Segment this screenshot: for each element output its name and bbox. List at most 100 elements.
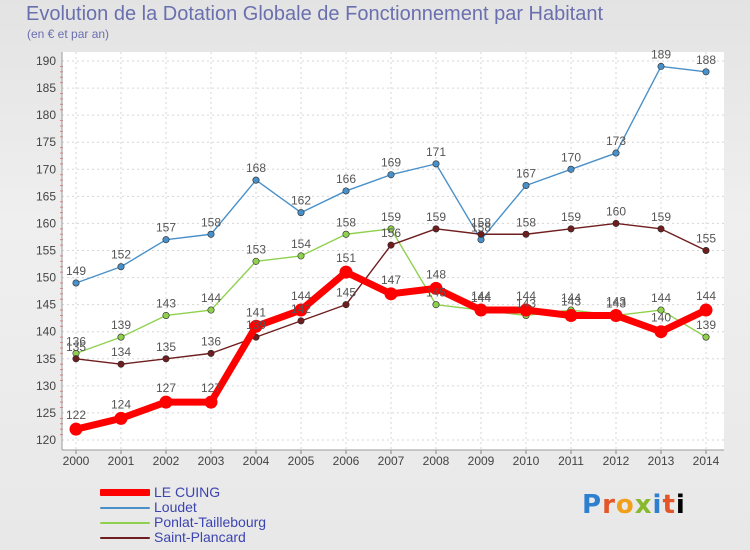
data-labels: 149 152 157 158 168 162 166 169 171 158 167 170 173 1… [66,47,716,422]
x-tick-label-2011: 2011 [558,454,584,468]
data-point-loudet [387,171,395,179]
data-label-loudet: 162 [291,194,311,208]
data-point-ponlat-taillebourg [297,252,305,260]
data-label-loudet: 158 [201,215,221,229]
data-point-le-cuing [609,308,623,322]
data-label-saint-plancard: 136 [201,334,221,348]
data-point-loudet [612,149,620,157]
data-label-le-cuing: 140 [651,311,671,325]
data-label-saint-plancard: 159 [561,210,581,224]
grid-lines [62,52,724,450]
y-tick-label-180: 180 [36,108,56,122]
data-point-le-cuing [294,303,308,317]
data-point-saint-plancard [702,247,710,255]
data-label-saint-plancard: 158 [471,215,491,229]
y-tick-label-130: 130 [36,379,56,393]
data-point-saint-plancard [162,355,170,363]
logo-letter: i [675,490,686,520]
data-point-le-cuing [519,303,533,317]
data-label-loudet: 166 [336,172,356,186]
data-point-loudet [72,279,80,287]
series-lines [69,62,713,436]
data-label-le-cuing: 143 [561,294,581,308]
data-label-ponlat-taillebourg: 158 [336,215,356,229]
data-point-saint-plancard [657,225,665,233]
data-point-ponlat-taillebourg [207,306,215,314]
data-label-le-cuing: 127 [201,381,221,395]
data-label-le-cuing: 144 [471,289,491,303]
data-label-saint-plancard: 158 [516,215,536,229]
y-tick-label-120: 120 [36,433,56,447]
data-point-le-cuing [429,281,443,295]
data-label-le-cuing: 141 [246,305,266,319]
data-label-le-cuing: 148 [426,267,446,281]
x-tick-label-2000: 2000 [63,454,90,468]
data-point-le-cuing [204,395,218,409]
data-point-saint-plancard [207,349,215,357]
data-point-loudet [567,165,575,173]
data-label-loudet: 149 [66,264,86,278]
data-point-loudet [432,160,440,168]
data-label-saint-plancard: 142 [291,302,311,316]
legend-swatch-le-cuing [100,489,150,496]
data-point-saint-plancard [342,301,350,309]
logo-letter: i [652,490,663,520]
y-tick-label-125: 125 [36,406,56,420]
data-point-saint-plancard [477,230,485,238]
data-label-loudet: 158 [471,221,491,235]
data-label-loudet: 152 [111,248,131,262]
data-label-ponlat-taillebourg: 143 [606,296,626,310]
logo-letter: P [582,490,603,520]
data-label-le-cuing: 151 [336,251,356,265]
x-tick-label-2003: 2003 [198,454,225,468]
data-point-saint-plancard [567,225,575,233]
data-point-loudet [252,176,260,184]
data-point-le-cuing [69,422,83,436]
legend-label-loudet: Loudet [154,499,197,515]
x-tick-label-2010: 2010 [513,454,540,468]
proxiti-logo: Proxiti [582,490,686,520]
x-tick-label-2014: 2014 [693,454,720,468]
logo-letter: o [615,490,635,520]
x-tick-label-2008: 2008 [423,454,450,468]
data-point-saint-plancard [612,219,620,227]
data-point-ponlat-taillebourg [252,257,260,265]
y-tick-label-135: 135 [36,352,56,366]
data-point-saint-plancard [72,355,80,363]
legend-swatch-loudet [100,507,150,509]
y-tick-label-140: 140 [36,325,56,339]
data-point-ponlat-taillebourg [342,230,350,238]
data-label-ponlat-taillebourg: 144 [651,291,671,305]
legend-swatch-saint-plancard [100,537,150,539]
x-tick-label-2013: 2013 [648,454,675,468]
legend-swatch-ponlat-taillebourg [100,522,150,524]
data-point-le-cuing [564,308,578,322]
y-tick-label-150: 150 [36,271,56,285]
data-point-loudet [207,230,215,238]
data-point-loudet [297,209,305,217]
data-label-le-cuing: 143 [606,294,626,308]
data-label-ponlat-taillebourg: 136 [66,334,86,348]
legend-label-ponlat-taillebourg: Ponlat-Taillebourg [154,514,267,530]
y-tick-label-165: 165 [36,189,56,203]
data-label-loudet: 167 [516,167,536,181]
data-point-ponlat-taillebourg [702,333,710,341]
data-point-ponlat-taillebourg [117,333,125,341]
data-label-loudet: 169 [381,156,401,170]
data-point-le-cuing [474,303,488,317]
data-point-le-cuing [114,411,128,425]
data-point-le-cuing [654,325,668,339]
y-tick-label-190: 190 [36,54,56,68]
data-point-loudet [342,187,350,195]
logo-letter: t [662,490,676,520]
data-point-ponlat-taillebourg [657,306,665,314]
x-tick-label-2007: 2007 [378,454,405,468]
data-point-loudet [117,263,125,271]
data-label-ponlat-taillebourg: 143 [156,296,176,310]
data-label-le-cuing: 122 [66,408,86,422]
data-label-ponlat-taillebourg: 144 [561,291,581,305]
data-point-loudet [702,68,710,76]
data-label-le-cuing: 127 [156,381,176,395]
y-tick-label-160: 160 [36,216,56,230]
